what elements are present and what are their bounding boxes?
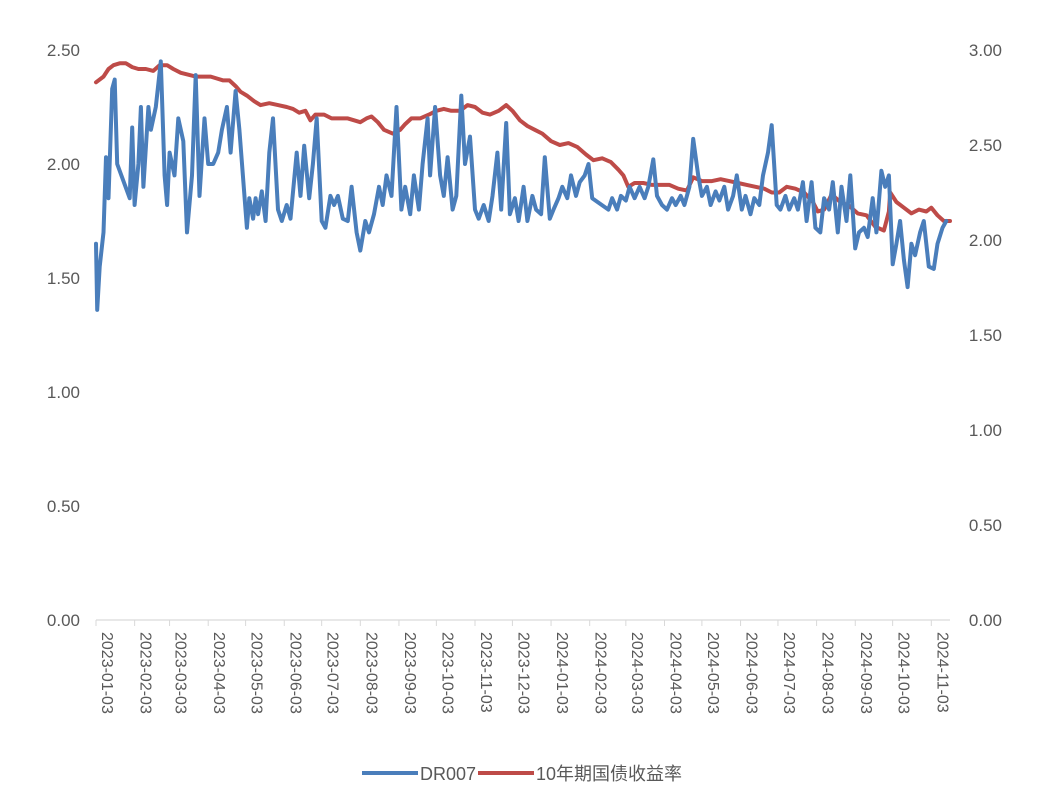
right-y-tick-label: 3.00 [969, 41, 1002, 60]
legend-label-dr007: DR007 [420, 764, 476, 784]
x-tick-label: 2024-07-03 [780, 632, 797, 714]
x-tick-label: 2023-05-03 [248, 632, 265, 714]
left-y-tick-label: 1.50 [47, 269, 80, 288]
x-tick-label: 2024-09-03 [857, 632, 874, 714]
x-tick-label: 2023-11-03 [477, 632, 494, 713]
x-tick-label: 2024-08-03 [819, 632, 836, 714]
left-y-axis: 0.00 0.50 1.00 1.50 2.00 2.50 [47, 41, 80, 630]
x-tick-label: 2024-04-03 [667, 632, 684, 714]
x-tick-label: 2024-05-03 [704, 632, 721, 714]
x-tick-label: 2023-08-03 [362, 632, 379, 714]
x-tick-label: 2023-01-03 [98, 632, 115, 714]
right-y-tick-label: 1.50 [969, 326, 1002, 345]
left-y-tick-label: 2.00 [47, 155, 80, 174]
x-tick-label: 2023-12-03 [514, 632, 531, 714]
left-y-tick-label: 0.00 [47, 611, 80, 630]
x-tick-label: 2024-03-03 [628, 632, 645, 714]
x-tick-label: 2023-04-03 [210, 632, 227, 714]
right-y-axis: 0.00 0.50 1.00 1.50 2.00 2.50 3.00 [969, 41, 1002, 630]
left-y-tick-label: 1.00 [47, 383, 80, 402]
right-y-tick-label: 0.50 [969, 516, 1002, 535]
x-tick-label: 2024-02-03 [592, 632, 609, 714]
x-tick-label: 2023-06-03 [286, 632, 303, 714]
x-tick-label: 2024-01-03 [553, 632, 570, 714]
x-tick-label: 2023-10-03 [438, 632, 455, 714]
x-tick-label: 2023-09-03 [401, 632, 418, 714]
left-y-tick-label: 2.50 [47, 41, 80, 60]
right-y-tick-label: 2.00 [969, 231, 1002, 250]
right-y-tick-label: 2.50 [969, 136, 1002, 155]
x-tick-label: 2024-06-03 [743, 632, 760, 714]
legend: DR007 10年期国债收益率 [362, 764, 682, 784]
series-line-dr007 [94, 59, 949, 312]
x-tick-label: 2023-02-03 [137, 632, 154, 714]
legend-label-10y-bond-yield: 10年期国债收益率 [536, 764, 682, 784]
series-layer [94, 59, 952, 312]
x-axis: 2023-01-03 2023-02-03 2023-03-03 2023-04-03… [95, 620, 950, 714]
x-tick-label: 2023-03-03 [172, 632, 189, 714]
left-y-tick-label: 0.50 [47, 497, 80, 516]
x-tick-label: 2023-07-03 [324, 632, 341, 714]
right-y-tick-label: 0.00 [969, 611, 1002, 630]
x-tick-label: 2024-10-03 [895, 632, 912, 714]
right-y-tick-label: 1.00 [969, 421, 1002, 440]
x-tick-label: 2024-11-03 [933, 632, 950, 713]
